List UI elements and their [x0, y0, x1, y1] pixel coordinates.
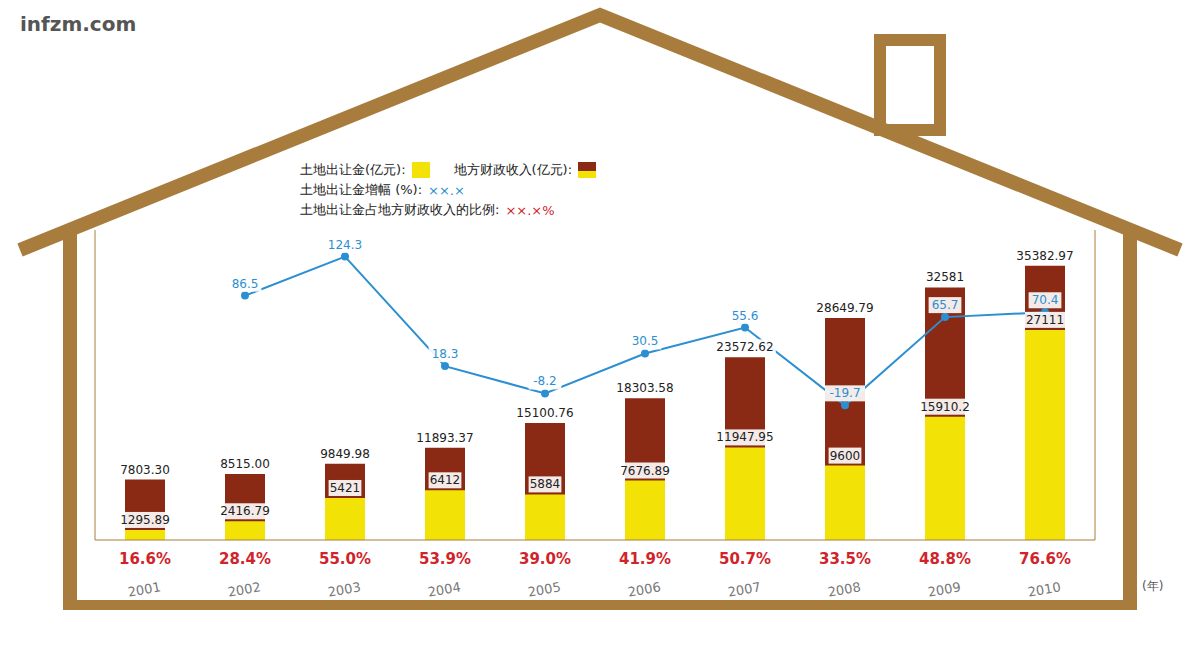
svg-text:50.7%: 50.7% [719, 550, 771, 568]
svg-text:7803.30: 7803.30 [120, 463, 170, 477]
svg-text:5421: 5421 [330, 481, 361, 495]
svg-text:2006: 2006 [627, 579, 662, 600]
svg-text:18.3: 18.3 [432, 347, 459, 361]
svg-text:30.5: 30.5 [632, 334, 659, 348]
svg-text:2010: 2010 [1027, 579, 1062, 600]
svg-text:23572.62: 23572.62 [716, 340, 773, 354]
svg-text:55.6: 55.6 [732, 309, 759, 323]
svg-text:18303.58: 18303.58 [616, 381, 673, 395]
svg-text:70.4: 70.4 [1032, 293, 1059, 307]
svg-text:9600: 9600 [830, 449, 861, 463]
svg-text:41.9%: 41.9% [619, 550, 671, 568]
svg-text:-19.7: -19.7 [829, 386, 860, 400]
html-text:土地出让金(亿元):: 土地出让金(亿元): [300, 162, 406, 177]
svg-text:86.5: 86.5 [232, 277, 259, 291]
html-text:土地出让金增幅 (%):: 土地出让金增幅 (%): [300, 182, 422, 197]
svg-text:2416.79: 2416.79 [220, 504, 270, 518]
svg-text:2009: 2009 [927, 579, 962, 600]
svg-text:48.8%: 48.8% [919, 550, 971, 568]
svg-text:39.0%: 39.0% [519, 550, 571, 568]
html-text:地方财政收入(亿元):: 地方财政收入(亿元): [453, 162, 573, 177]
svg-text:2008: 2008 [827, 579, 862, 600]
svg-text:28.4%: 28.4% [219, 550, 271, 568]
svg-text:8515.00: 8515.00 [220, 457, 270, 471]
svg-text:15100.76: 15100.76 [516, 406, 573, 420]
svg-text:7676.89: 7676.89 [620, 464, 670, 478]
svg-text:11947.95: 11947.95 [716, 430, 773, 444]
svg-text:2007: 2007 [727, 579, 762, 600]
svg-text:55.0%: 55.0% [319, 550, 371, 568]
svg-text:27111: 27111 [1026, 313, 1064, 327]
svg-text:33.5%: 33.5% [819, 550, 871, 568]
svg-text:15910.2: 15910.2 [920, 400, 970, 414]
svg-text:6412: 6412 [430, 473, 461, 487]
svg-text:65.7: 65.7 [932, 298, 959, 312]
svg-text:124.3: 124.3 [328, 238, 362, 252]
svg-text:2002: 2002 [227, 579, 262, 600]
svg-text:11893.37: 11893.37 [416, 431, 473, 445]
svg-text:32581: 32581 [926, 270, 964, 284]
svg-text:5884: 5884 [530, 477, 561, 491]
html-text:infzm.com: infzm.com [20, 12, 137, 36]
svg-text:28649.79: 28649.79 [816, 301, 873, 315]
svg-text:76.6%: 76.6% [1019, 550, 1071, 568]
svg-text:2004: 2004 [427, 579, 462, 600]
html-text:(年): (年) [1142, 579, 1164, 593]
svg-text:2001: 2001 [127, 579, 162, 600]
svg-text:2005: 2005 [527, 579, 562, 600]
html-text:土地出让金占地方财政收入的比例: ××.×%: 土地出让金占地方财政收入的比例: ××.×% [300, 202, 555, 218]
svg-text:2003: 2003 [327, 579, 362, 600]
svg-text:53.9%: 53.9% [419, 550, 471, 568]
svg-text:1295.89: 1295.89 [120, 513, 170, 527]
svg-text:-8.2: -8.2 [533, 374, 556, 388]
svg-text:16.6%: 16.6% [119, 550, 171, 568]
svg-text:9849.98: 9849.98 [320, 447, 370, 461]
svg-text:35382.97: 35382.97 [1016, 249, 1073, 263]
